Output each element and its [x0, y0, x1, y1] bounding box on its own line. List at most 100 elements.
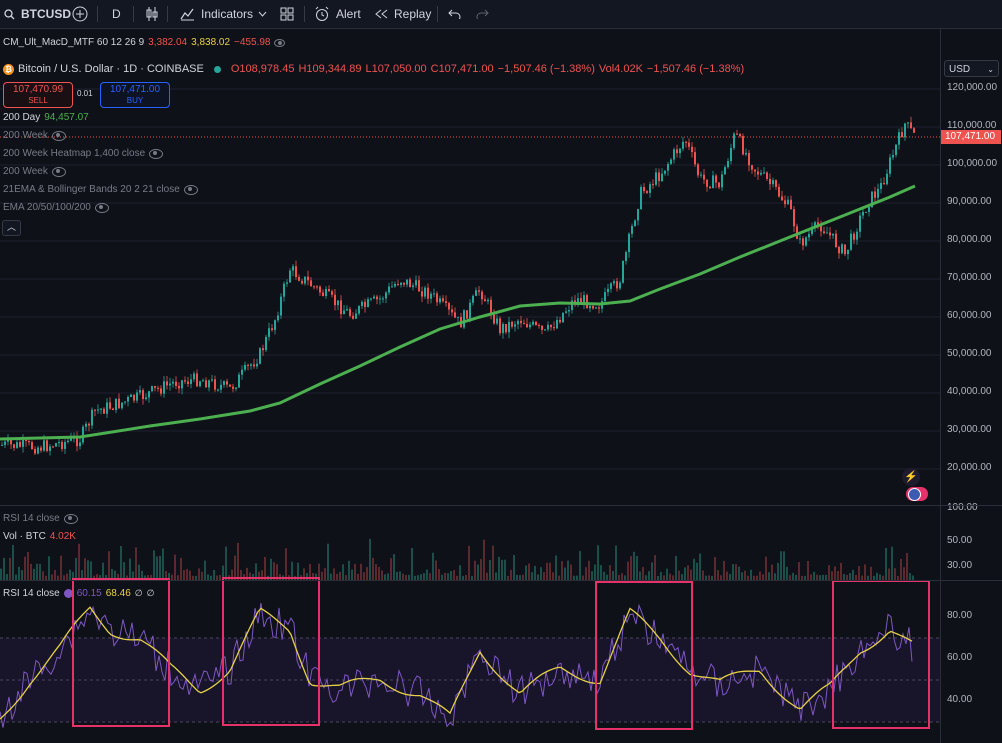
volume-bar	[831, 571, 833, 580]
candle-body	[319, 286, 321, 293]
ma200-legend[interactable]: 200 Day 94,457.07	[3, 112, 89, 123]
ma200-name: 200 Day	[3, 112, 41, 123]
candle-body	[112, 408, 114, 411]
buy-button[interactable]: 107,471.00 BUY	[100, 82, 170, 108]
volume-bar	[375, 564, 377, 580]
chart-type-button[interactable]	[145, 0, 159, 28]
candle-body	[328, 289, 330, 292]
volume-bar	[342, 564, 344, 580]
us-flag-icon	[908, 488, 921, 501]
chart-area[interactable]: CM_Ult_MacD_MTF 60 12 26 9 3,382.04 3,83…	[0, 29, 940, 743]
candle-body	[421, 291, 423, 297]
volume-bar	[21, 570, 23, 580]
replay-button[interactable]: Replay	[374, 0, 431, 28]
candle-body	[697, 164, 699, 176]
indicator-legend-5[interactable]: EMA 20/50/100/200	[3, 202, 109, 213]
candle-body	[874, 191, 876, 198]
candle-body	[574, 300, 576, 303]
volume-bar	[390, 558, 392, 580]
rsi-legend-top[interactable]: RSI 14 close	[3, 513, 78, 524]
volume-bar	[291, 561, 293, 580]
indicator-legend-3[interactable]: 200 Week	[3, 166, 66, 177]
candle-body	[775, 180, 777, 187]
volume-bar	[432, 552, 434, 580]
candle-body	[172, 381, 174, 384]
sell-button[interactable]: 107,470.99 SELL	[3, 82, 73, 108]
volume-bar	[105, 575, 107, 580]
eye-hidden-icon[interactable]	[63, 513, 78, 524]
collapse-legend-button[interactable]: ︿	[2, 220, 21, 236]
candle-body	[247, 364, 249, 366]
candle-body	[49, 446, 51, 451]
add-symbol-button[interactable]	[72, 0, 88, 28]
rsi-settings-icon[interactable]	[63, 589, 73, 598]
redo-button[interactable]	[476, 0, 489, 28]
indicator-legend-1[interactable]: 200 Week	[3, 130, 66, 141]
indicator-legend-4[interactable]: 21EMA & Bollinger Bands 20 2 21 close	[3, 184, 198, 195]
eye-hidden-icon[interactable]	[51, 166, 66, 177]
volume-bar	[195, 575, 197, 580]
lightning-icon[interactable]: ⚡	[902, 468, 920, 486]
volume-axis-label: 50.00	[947, 535, 973, 546]
volume-bar	[849, 573, 851, 580]
candle-body	[646, 191, 648, 193]
volume-bar	[519, 575, 521, 580]
candle-body	[715, 175, 717, 183]
indicators-dropdown[interactable]	[258, 0, 267, 28]
candle-body	[430, 293, 432, 299]
rsi-legend[interactable]: RSI 14 close 60.15 68.46 ∅ ∅	[3, 588, 154, 599]
layouts-button[interactable]	[280, 0, 294, 28]
candle-body	[337, 300, 339, 306]
volume-bar	[687, 565, 689, 580]
volume-bar	[798, 562, 800, 580]
candle-body	[58, 441, 60, 444]
candle-body	[307, 276, 309, 281]
candle-body	[283, 283, 285, 297]
candle-body	[472, 295, 474, 303]
pane-divider[interactable]	[0, 580, 1002, 581]
volume-bar	[855, 574, 857, 580]
volume-bar	[738, 566, 740, 580]
volume-bar	[357, 573, 359, 580]
candle-body	[664, 170, 666, 174]
volume-bar	[732, 564, 734, 580]
eye-hidden-icon[interactable]	[149, 148, 164, 159]
volume-bar	[675, 556, 677, 580]
indicator-legend-2[interactable]: 200 Week Heatmap 1,400 close	[3, 148, 164, 159]
volume-bar	[192, 575, 194, 580]
candle-body	[370, 298, 372, 300]
candle-body	[355, 313, 357, 319]
price-chart[interactable]	[0, 29, 940, 743]
candle-body	[271, 328, 273, 331]
high-value: H109,344.89	[298, 63, 362, 75]
volume-bar	[324, 568, 326, 580]
volume-bar	[135, 547, 137, 580]
volume-bar	[606, 574, 608, 580]
volume-bar	[72, 571, 74, 580]
volume-bar	[0, 568, 2, 580]
currency-select[interactable]: USD ⌄	[944, 60, 999, 77]
eye-hidden-icon[interactable]	[51, 130, 66, 141]
volume-bar	[246, 567, 248, 580]
candle-body	[151, 386, 153, 392]
alert-button[interactable]: Alert	[314, 0, 361, 28]
search-icon	[4, 8, 15, 20]
volume-bar	[351, 569, 353, 580]
price-axis[interactable]: USD ⌄ 120,000.00 110,000.00 100,000.00 90,0…	[940, 29, 1002, 743]
eye-hidden-icon[interactable]	[94, 202, 109, 213]
volume-bar	[48, 556, 50, 580]
volume-bar	[726, 571, 728, 580]
eye-hidden-icon[interactable]	[183, 184, 198, 195]
volume-legend[interactable]: Vol · BTC 4.02K	[3, 531, 76, 542]
calendar-events-icon[interactable]	[906, 487, 928, 501]
volume-bar	[129, 558, 131, 580]
symbol-search[interactable]: BTCUSD	[4, 0, 71, 28]
interval-button[interactable]: D	[112, 0, 121, 28]
candle-body	[427, 287, 429, 299]
undo-button[interactable]	[448, 0, 461, 28]
candle-body	[892, 155, 894, 158]
eye-icon[interactable]	[274, 38, 286, 47]
candle-body	[751, 165, 753, 170]
pane-divider[interactable]	[0, 505, 1002, 506]
indicators-button[interactable]: Indicators	[180, 0, 253, 28]
